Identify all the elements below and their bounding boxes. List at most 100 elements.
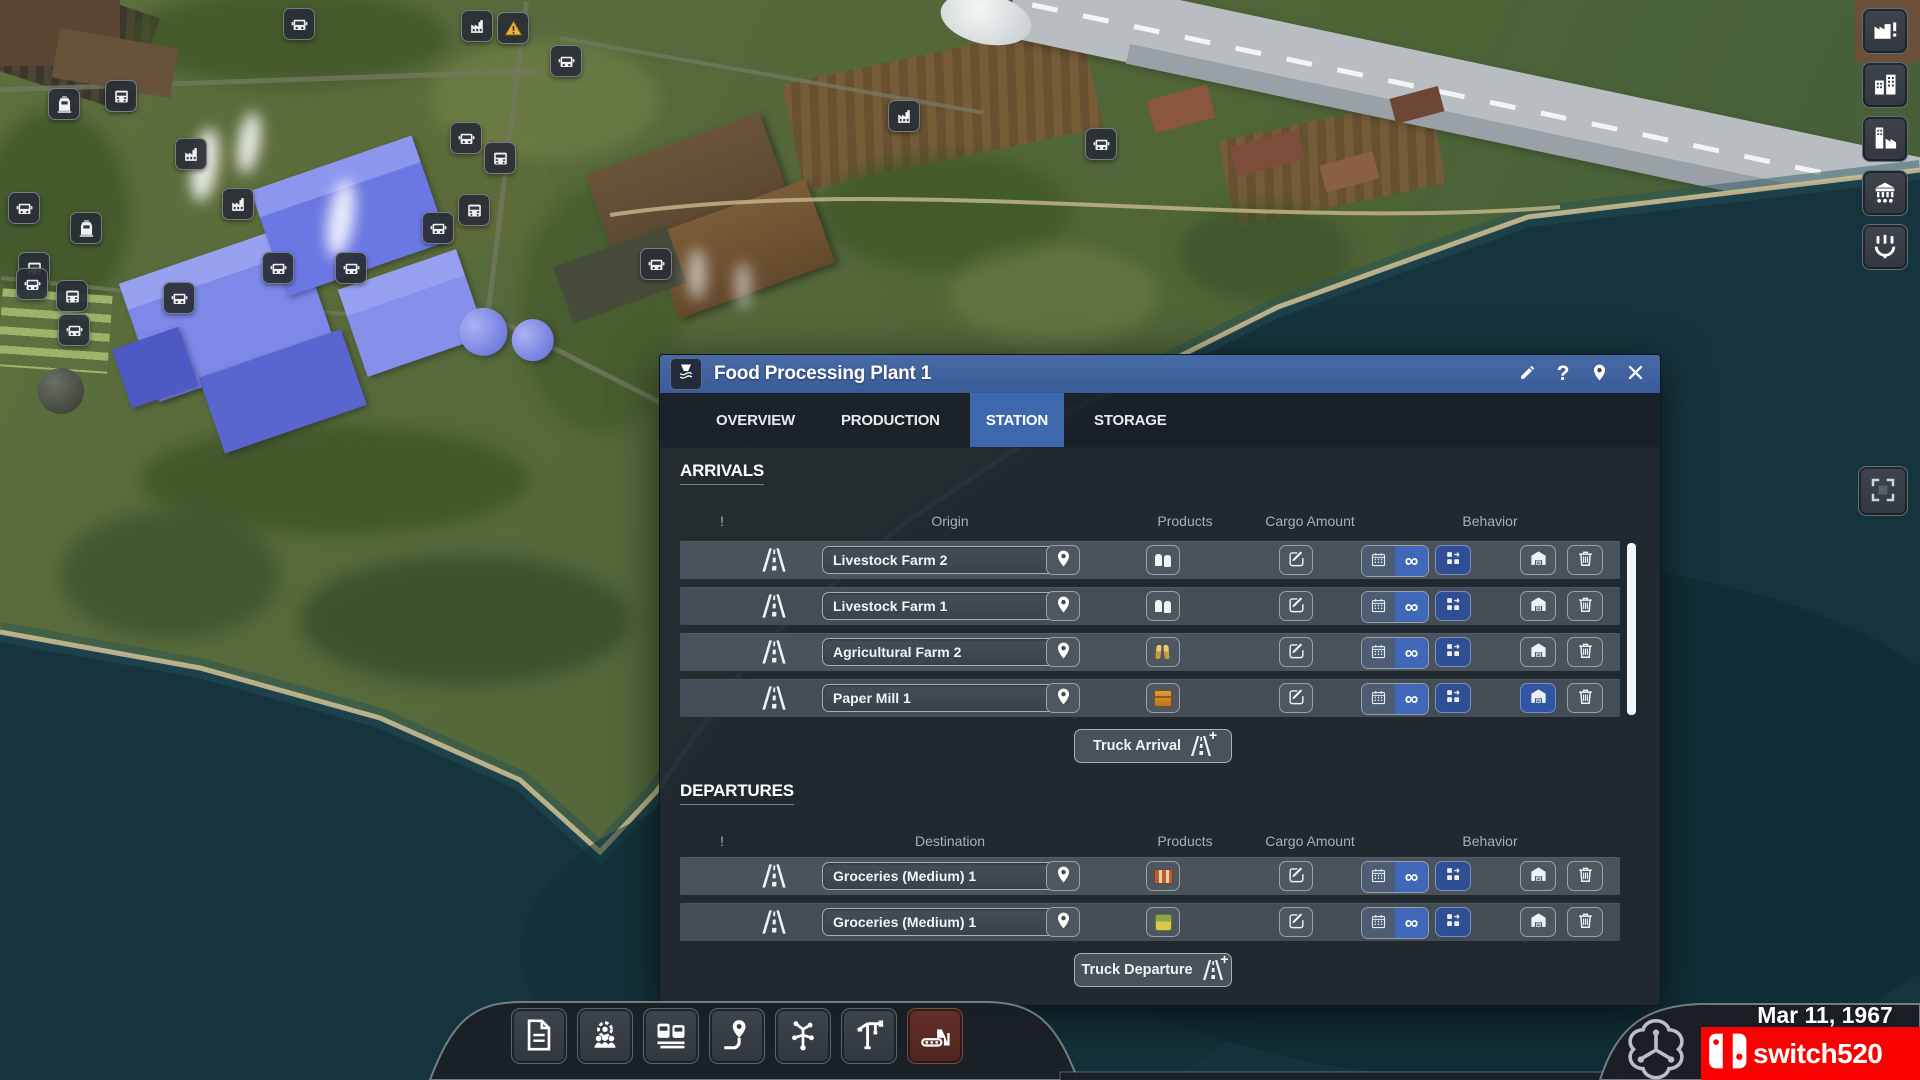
- cargo-amount-edit-button[interactable]: [1279, 637, 1313, 667]
- delete-button[interactable]: [1567, 545, 1603, 575]
- destination-input[interactable]: Groceries (Medium) 1: [822, 908, 1060, 936]
- help-button[interactable]: ?: [1548, 359, 1578, 389]
- bus-map-icon[interactable]: [458, 194, 490, 226]
- origin-input[interactable]: Paper Mill 1: [822, 684, 1060, 712]
- bus-map-icon[interactable]: [56, 280, 88, 312]
- locate-button[interactable]: [1584, 359, 1614, 389]
- distribution-button[interactable]: [1435, 683, 1471, 713]
- distribution-button[interactable]: [1435, 637, 1471, 667]
- industries-alert-button[interactable]: [1862, 8, 1908, 54]
- warehouse-button[interactable]: [1520, 683, 1556, 713]
- calendar-button[interactable]: [1362, 546, 1395, 576]
- truck-map-icon[interactable]: [58, 314, 90, 346]
- truck-map-icon[interactable]: [283, 8, 315, 40]
- truck-map-icon[interactable]: [163, 282, 195, 314]
- edit-name-button[interactable]: [1512, 359, 1542, 389]
- tab-overview[interactable]: OVERVIEW: [700, 393, 811, 447]
- public-services-button[interactable]: [1862, 170, 1908, 216]
- locate-pin-button[interactable]: [1046, 907, 1080, 937]
- locate-pin-button[interactable]: [1046, 637, 1080, 667]
- bus-map-icon[interactable]: [484, 142, 516, 174]
- warning-map-icon[interactable]: [497, 12, 529, 44]
- product-button[interactable]: [1146, 591, 1180, 621]
- truck-map-icon[interactable]: [262, 252, 294, 284]
- truck-map-icon[interactable]: [550, 45, 582, 77]
- truck-map-icon[interactable]: [1085, 128, 1117, 160]
- product-button[interactable]: [1146, 545, 1180, 575]
- fullscreen-button[interactable]: [1858, 466, 1908, 516]
- calendar-button[interactable]: [1362, 592, 1395, 622]
- product-button[interactable]: [1146, 637, 1180, 667]
- cargo-amount-edit-button[interactable]: [1279, 591, 1313, 621]
- warehouse-button[interactable]: [1520, 637, 1556, 667]
- distribution-button[interactable]: [1435, 907, 1471, 937]
- factory-map-icon[interactable]: [222, 188, 254, 220]
- warehouse-button[interactable]: [1520, 861, 1556, 891]
- distribution-button[interactable]: [1435, 591, 1471, 621]
- infinity-button[interactable]: ∞: [1395, 546, 1428, 576]
- add-truck-arrival-button[interactable]: Truck Arrival: [1074, 727, 1232, 763]
- utilities-button[interactable]: [1862, 224, 1908, 270]
- origin-input[interactable]: Livestock Farm 1: [822, 592, 1060, 620]
- locate-pin-button[interactable]: [1046, 545, 1080, 575]
- product-button[interactable]: [1146, 683, 1180, 713]
- tab-station[interactable]: STATION: [969, 393, 1065, 447]
- train-map-icon[interactable]: [48, 88, 80, 120]
- construction-button[interactable]: [841, 1008, 897, 1064]
- company-button[interactable]: [577, 1008, 633, 1064]
- cargo-amount-edit-button[interactable]: [1279, 683, 1313, 713]
- locate-pin-button[interactable]: [1046, 591, 1080, 621]
- cargo-amount-edit-button[interactable]: [1279, 861, 1313, 891]
- calendar-button[interactable]: [1362, 638, 1395, 668]
- infinity-button[interactable]: ∞: [1395, 592, 1428, 622]
- dialog-header[interactable]: Food Processing Plant 1 ?: [660, 355, 1660, 393]
- cargo-amount-edit-button[interactable]: [1279, 907, 1313, 937]
- bulldozer-button[interactable]: [907, 1008, 963, 1064]
- cargo-amount-edit-button[interactable]: [1279, 545, 1313, 575]
- origin-input[interactable]: Livestock Farm 2: [822, 546, 1060, 574]
- delete-button[interactable]: [1567, 683, 1603, 713]
- delete-button[interactable]: [1567, 861, 1603, 891]
- infinity-button[interactable]: ∞: [1395, 638, 1428, 668]
- product-button[interactable]: [1146, 907, 1180, 937]
- bus-map-icon[interactable]: [105, 80, 137, 112]
- truck-map-icon[interactable]: [16, 268, 48, 300]
- calendar-button[interactable]: [1362, 908, 1395, 938]
- delete-button[interactable]: [1567, 907, 1603, 937]
- delete-button[interactable]: [1567, 637, 1603, 667]
- routes-button[interactable]: [709, 1008, 765, 1064]
- infinity-button[interactable]: ∞: [1395, 684, 1428, 714]
- arrivals-scrollbar[interactable]: [1627, 543, 1636, 715]
- origin-input[interactable]: Agricultural Farm 2: [822, 638, 1060, 666]
- train-map-icon[interactable]: [70, 212, 102, 244]
- lines-button[interactable]: [775, 1008, 831, 1064]
- warehouse-button[interactable]: [1520, 545, 1556, 575]
- journal-button[interactable]: [511, 1008, 567, 1064]
- infinity-button[interactable]: ∞: [1395, 862, 1428, 892]
- tab-storage[interactable]: STORAGE: [1078, 393, 1183, 447]
- distribution-button[interactable]: [1435, 861, 1471, 891]
- destination-input[interactable]: Groceries (Medium) 1: [822, 862, 1060, 890]
- calendar-button[interactable]: [1362, 684, 1395, 714]
- weather-icon[interactable]: [1620, 1014, 1692, 1080]
- warehouse-button[interactable]: [1520, 907, 1556, 937]
- close-button[interactable]: [1620, 359, 1650, 389]
- locate-pin-button[interactable]: [1046, 683, 1080, 713]
- add-truck-departure-button[interactable]: Truck Departure: [1074, 951, 1232, 987]
- truck-map-icon[interactable]: [640, 248, 672, 280]
- vehicles-button[interactable]: [643, 1008, 699, 1064]
- industry-building-button[interactable]: [1862, 116, 1908, 162]
- factory-map-icon[interactable]: [175, 138, 207, 170]
- delete-button[interactable]: [1567, 591, 1603, 621]
- factory-map-icon[interactable]: [461, 10, 493, 42]
- warehouse-button[interactable]: [1520, 591, 1556, 621]
- locate-pin-button[interactable]: [1046, 861, 1080, 891]
- truck-map-icon[interactable]: [8, 192, 40, 224]
- truck-map-icon[interactable]: [422, 212, 454, 244]
- residential-button[interactable]: [1862, 62, 1908, 108]
- truck-map-icon[interactable]: [335, 252, 367, 284]
- product-button[interactable]: [1146, 861, 1180, 891]
- truck-map-icon[interactable]: [450, 122, 482, 154]
- tab-production[interactable]: PRODUCTION: [825, 393, 956, 447]
- factory-map-icon[interactable]: [888, 100, 920, 132]
